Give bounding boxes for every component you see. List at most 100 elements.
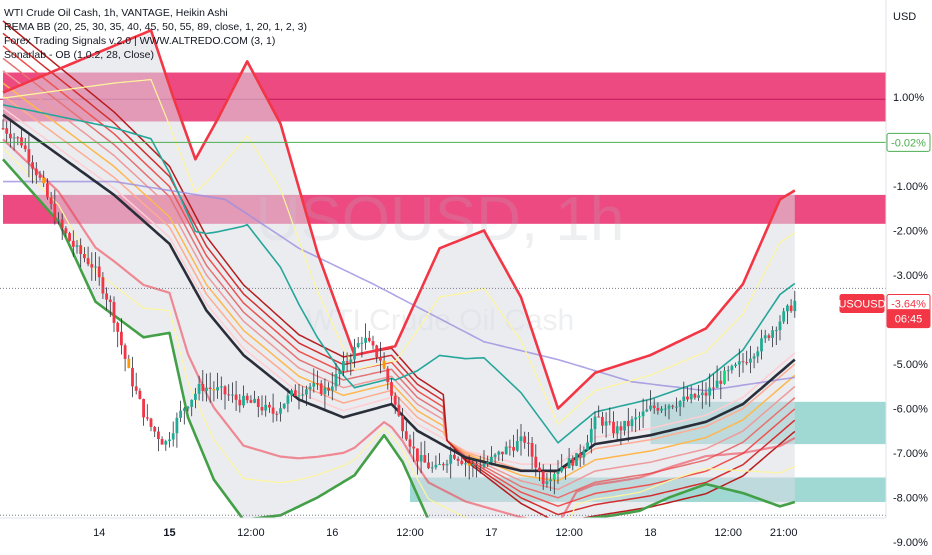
candle-body-160	[593, 416, 597, 430]
candle-body-73	[271, 407, 275, 414]
candle-body-26	[97, 266, 101, 278]
candle-body-18	[68, 233, 71, 241]
candle-body-101	[375, 345, 379, 358]
candle-body-171	[634, 417, 638, 420]
bb-outer-upper	[2, 29, 796, 410]
candle-body-186	[689, 393, 693, 400]
candle-body-14	[53, 204, 57, 221]
candle-body-40	[149, 418, 153, 427]
candle-body-147	[545, 481, 549, 484]
candle-body-24	[90, 264, 94, 268]
candle-body-83	[308, 386, 312, 390]
candle-body-76	[282, 403, 286, 409]
candle-body-35	[131, 367, 134, 387]
legend-indicator-forex-signals[interactable]: Forex Trading Signals v.2.0 | WWW.ALTRED…	[4, 35, 276, 47]
candle-body-155	[575, 453, 578, 466]
candle-body-99	[367, 337, 371, 342]
candle-body-203	[752, 356, 756, 359]
candle-body-78	[290, 390, 293, 396]
candle-body-13	[49, 197, 53, 205]
candle-body-9	[34, 168, 38, 176]
candle-body-92	[342, 361, 345, 371]
y-tick-label: -7.00%	[893, 448, 928, 460]
candle-body-121	[449, 454, 453, 464]
candle-body-194	[719, 380, 723, 384]
candle-body-42	[157, 431, 160, 439]
ema-ribbon-7	[2, 32, 796, 516]
badge-box-2	[839, 293, 885, 313]
candle-body-166	[615, 426, 619, 434]
candle-body-84	[312, 383, 316, 387]
candle-body-191	[708, 387, 712, 396]
candle-body-109	[404, 431, 408, 440]
candle-body-72	[268, 404, 271, 408]
candle-body-214	[793, 300, 797, 312]
x-tick-label: 16	[326, 527, 338, 539]
candle-body-126	[467, 463, 471, 466]
candle-body-32	[120, 331, 123, 346]
legend-title[interactable]: WTI Crude Oil Cash, 1h, VANTAGE, Heikin …	[4, 7, 228, 19]
legend-indicator-sonarlab-ob[interactable]: Sonarlab - OB (1.0.2, 28, Close)	[4, 49, 154, 61]
candle-body-71	[264, 404, 268, 411]
candle-body-193	[715, 380, 719, 388]
candle-body-137	[508, 446, 512, 448]
candle-body-21	[79, 245, 83, 255]
candle-body-52	[194, 393, 197, 400]
candle-body-100	[371, 341, 375, 346]
ema-ribbon-6	[2, 45, 796, 507]
candle-body-113	[419, 455, 423, 462]
candle-body-125	[464, 463, 467, 465]
candle-body-151	[560, 467, 564, 472]
candle-body-70	[260, 406, 264, 411]
candle-body-28	[105, 293, 108, 300]
candle-body-19	[71, 240, 75, 247]
candle-body-196	[726, 370, 730, 372]
candle-body-86	[319, 383, 323, 394]
candle-body-178	[660, 408, 663, 411]
candle-body-58	[216, 387, 219, 391]
candle-body-96	[356, 343, 360, 348]
bb-inner-upper	[2, 104, 796, 444]
candle-body-150	[556, 471, 560, 475]
candle-body-38	[142, 398, 145, 418]
candle-body-66	[245, 395, 249, 401]
candle-body-50	[186, 406, 190, 409]
y-tick-label: -6.00%	[893, 404, 928, 416]
candle-body-149	[552, 474, 556, 480]
candle-body-135	[501, 451, 504, 455]
candle-body-209	[774, 330, 778, 332]
candle-body-63	[234, 394, 238, 400]
candle-body-162	[601, 416, 604, 426]
candle-body-7	[27, 149, 31, 163]
candle-body-213	[789, 305, 793, 312]
x-tick-label: 12:00	[396, 527, 424, 539]
legend-indicator-rema-bb[interactable]: REMA BB (20, 25, 30, 35, 40, 45, 50, 55,…	[4, 21, 307, 33]
y-tick-label: -5.00%	[893, 359, 928, 371]
candle-body-102	[379, 357, 382, 361]
candle-body-22	[83, 254, 86, 259]
candle-body-108	[401, 415, 404, 432]
candle-body-124	[460, 460, 464, 464]
candle-body-2	[9, 133, 12, 139]
candle-body-158	[586, 442, 589, 451]
candle-body-49	[182, 408, 186, 411]
candle-body-136	[504, 446, 508, 455]
candle-body-41	[153, 426, 157, 432]
candle-body-184	[682, 396, 686, 402]
candle-body-208	[771, 330, 774, 338]
candle-body-95	[353, 347, 356, 360]
candle-body-15	[57, 219, 60, 221]
candle-body-48	[179, 410, 182, 418]
candle-body-116	[430, 467, 434, 469]
candle-body-127	[471, 463, 475, 466]
candle-body-43	[160, 438, 164, 445]
candle-body-120	[445, 463, 449, 466]
y-tick-label: 1.00%	[893, 92, 924, 104]
candle-body-65	[242, 395, 245, 406]
candle-body-5	[20, 137, 23, 146]
candle-body-25	[94, 266, 97, 268]
ema-ribbon-4	[2, 70, 796, 491]
candle-body-139	[515, 441, 519, 451]
candle-body-189	[700, 392, 704, 396]
